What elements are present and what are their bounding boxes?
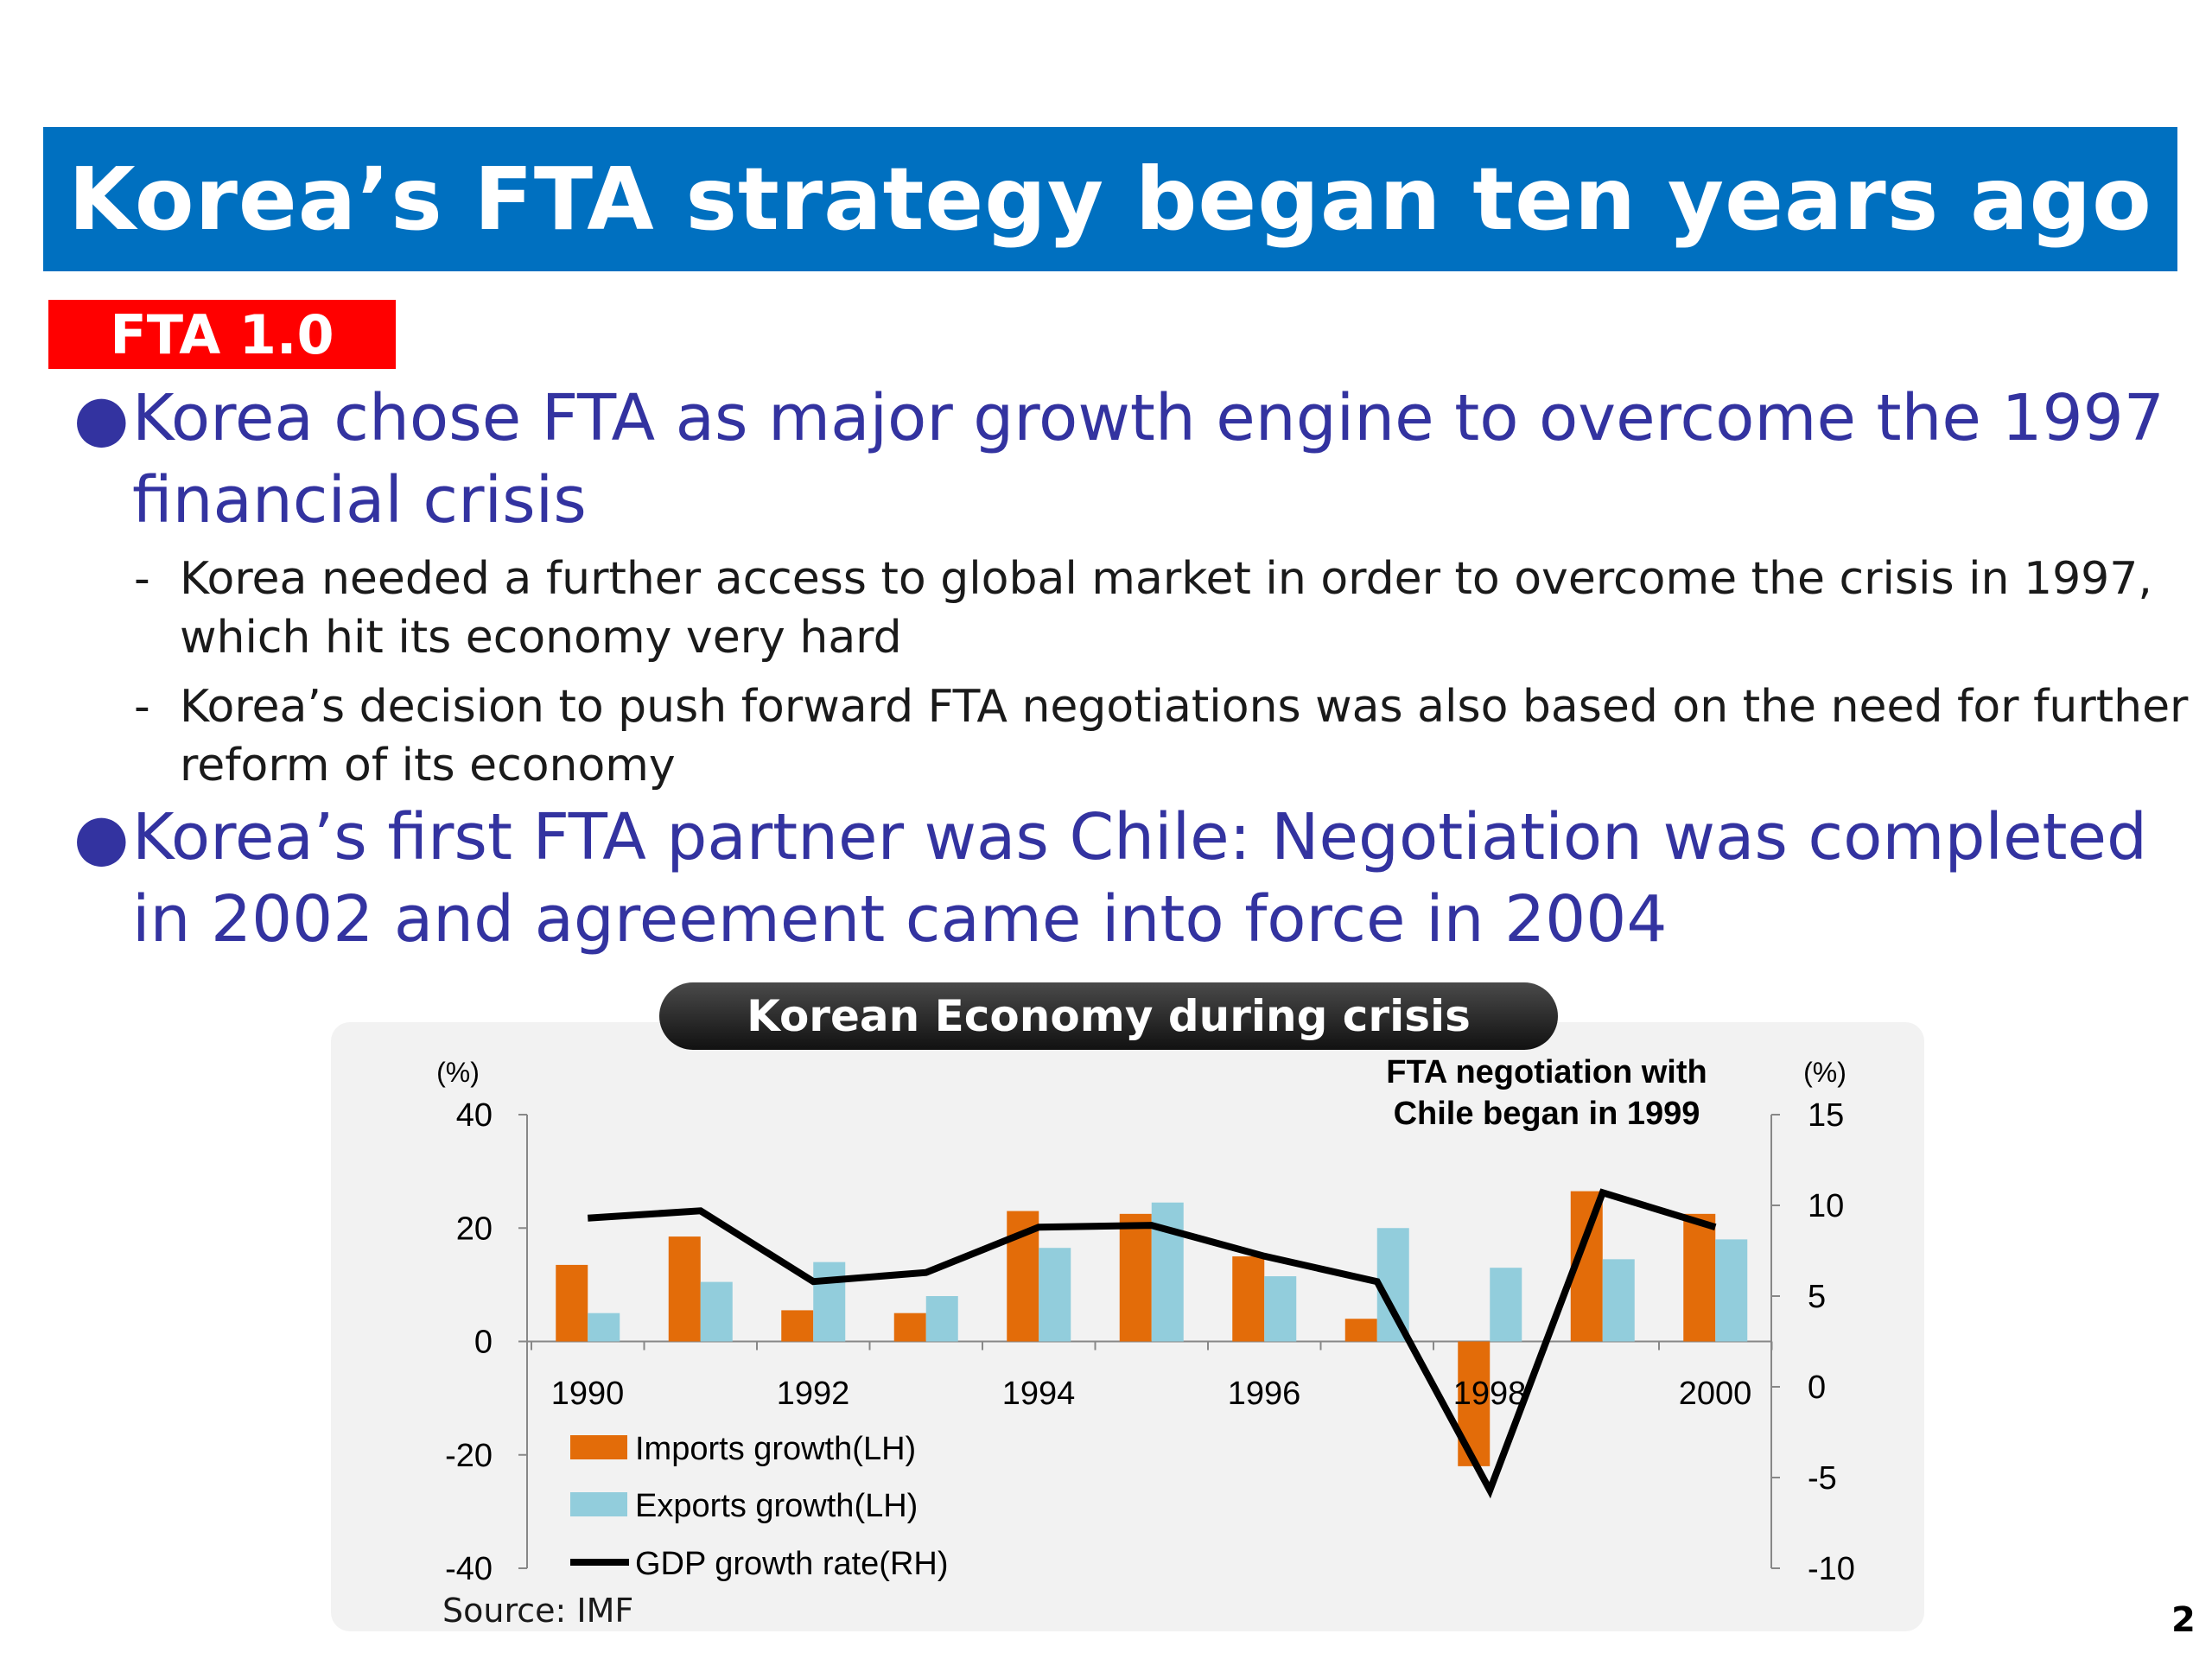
right-tick-label: 5: [1808, 1279, 1826, 1315]
section-badge: FTA 1.0: [48, 300, 396, 369]
left-tick-label: -40: [445, 1551, 493, 1587]
x-tick-label: 1992: [777, 1376, 850, 1412]
sub-bullet-1: - Korea needed a further access to globa…: [134, 550, 2202, 667]
right-tick-label: 15: [1808, 1097, 1844, 1134]
bar-imports: [556, 1264, 588, 1342]
slide-title-bar: Korea’s FTA strategy began ten years ago: [43, 127, 2177, 271]
chart-annotation-line: Chile began in 1999: [1394, 1096, 1700, 1132]
left-tick-label: 40: [456, 1097, 493, 1134]
right-tick-label: 10: [1808, 1188, 1844, 1224]
bullet-2-text: Korea’s first FTA partner was Chile: Neg…: [132, 800, 2148, 957]
bar-exports: [1039, 1248, 1071, 1342]
slide-title: Korea’s FTA strategy began ten years ago: [68, 149, 2152, 250]
bar-exports: [1602, 1259, 1635, 1342]
bar-exports: [588, 1313, 620, 1342]
bar-imports: [668, 1236, 701, 1342]
bar-exports: [1715, 1239, 1748, 1342]
chart-annotation-line: FTA negotiation with: [1386, 1054, 1707, 1090]
bar-exports: [1490, 1268, 1522, 1342]
page-number: 2: [2171, 1600, 2196, 1640]
source-note: Source: IMF: [442, 1592, 634, 1630]
right-tick-label: 0: [1808, 1370, 1826, 1406]
chart-title: Korean Economy during crisis: [747, 991, 1471, 1041]
bullet-dot: ●: [73, 381, 130, 455]
sub-bullet-dash: -: [134, 681, 150, 733]
legend-swatch: [570, 1435, 627, 1459]
gdp-growth-line: [587, 1188, 1717, 1499]
right-tick-label: -5: [1808, 1460, 1837, 1497]
x-tick-label: 1996: [1228, 1376, 1301, 1412]
bar-imports: [1344, 1319, 1377, 1342]
bar-exports: [813, 1262, 846, 1342]
sub-bullet-dash: -: [134, 553, 150, 605]
bar-exports: [925, 1296, 958, 1342]
legend-label: Imports growth(LH): [635, 1431, 916, 1467]
bar-imports: [1683, 1213, 1716, 1342]
x-tick-label: 1990: [551, 1376, 625, 1412]
left-axis-unit: (%): [436, 1057, 480, 1088]
x-tick-label: 1998: [1453, 1376, 1527, 1412]
bar-imports: [1119, 1213, 1152, 1342]
sub-bullet-2-text: Korea’s decision to push forward FTA neg…: [180, 681, 2189, 791]
bar-imports: [1232, 1256, 1265, 1342]
right-tick-label: -10: [1808, 1551, 1855, 1587]
left-tick-label: -20: [445, 1438, 493, 1474]
chart-title-pill: Korean Economy during crisis: [659, 982, 1558, 1050]
sub-bullet-1-text: Korea needed a further access to global …: [180, 553, 2152, 664]
section-badge-label: FTA 1.0: [110, 302, 334, 366]
bar-exports: [700, 1281, 733, 1342]
bullet-2: ● Korea’s first FTA partner was Chile: N…: [73, 797, 2212, 961]
sub-bullet-2: - Korea’s decision to push forward FTA n…: [134, 677, 2202, 795]
bullet-1-text: Korea chose FTA as major growth engine t…: [132, 381, 2164, 537]
bar-exports: [1264, 1276, 1297, 1342]
bullet-1: ● Korea chose FTA as major growth engine…: [73, 378, 2212, 542]
legend-swatch: [570, 1492, 627, 1516]
left-tick-label: 20: [456, 1211, 493, 1247]
x-tick-label: 1994: [1002, 1376, 1076, 1412]
left-tick-label: 0: [474, 1325, 493, 1361]
bar-imports: [893, 1313, 926, 1342]
x-tick-label: 2000: [1679, 1376, 1752, 1412]
legend-label: GDP growth rate(RH): [635, 1546, 949, 1582]
bullet-dot: ●: [73, 800, 130, 874]
bar-imports: [781, 1310, 814, 1342]
legend-label: Exports growth(LH): [635, 1488, 918, 1524]
right-axis-unit: (%): [1803, 1057, 1847, 1088]
